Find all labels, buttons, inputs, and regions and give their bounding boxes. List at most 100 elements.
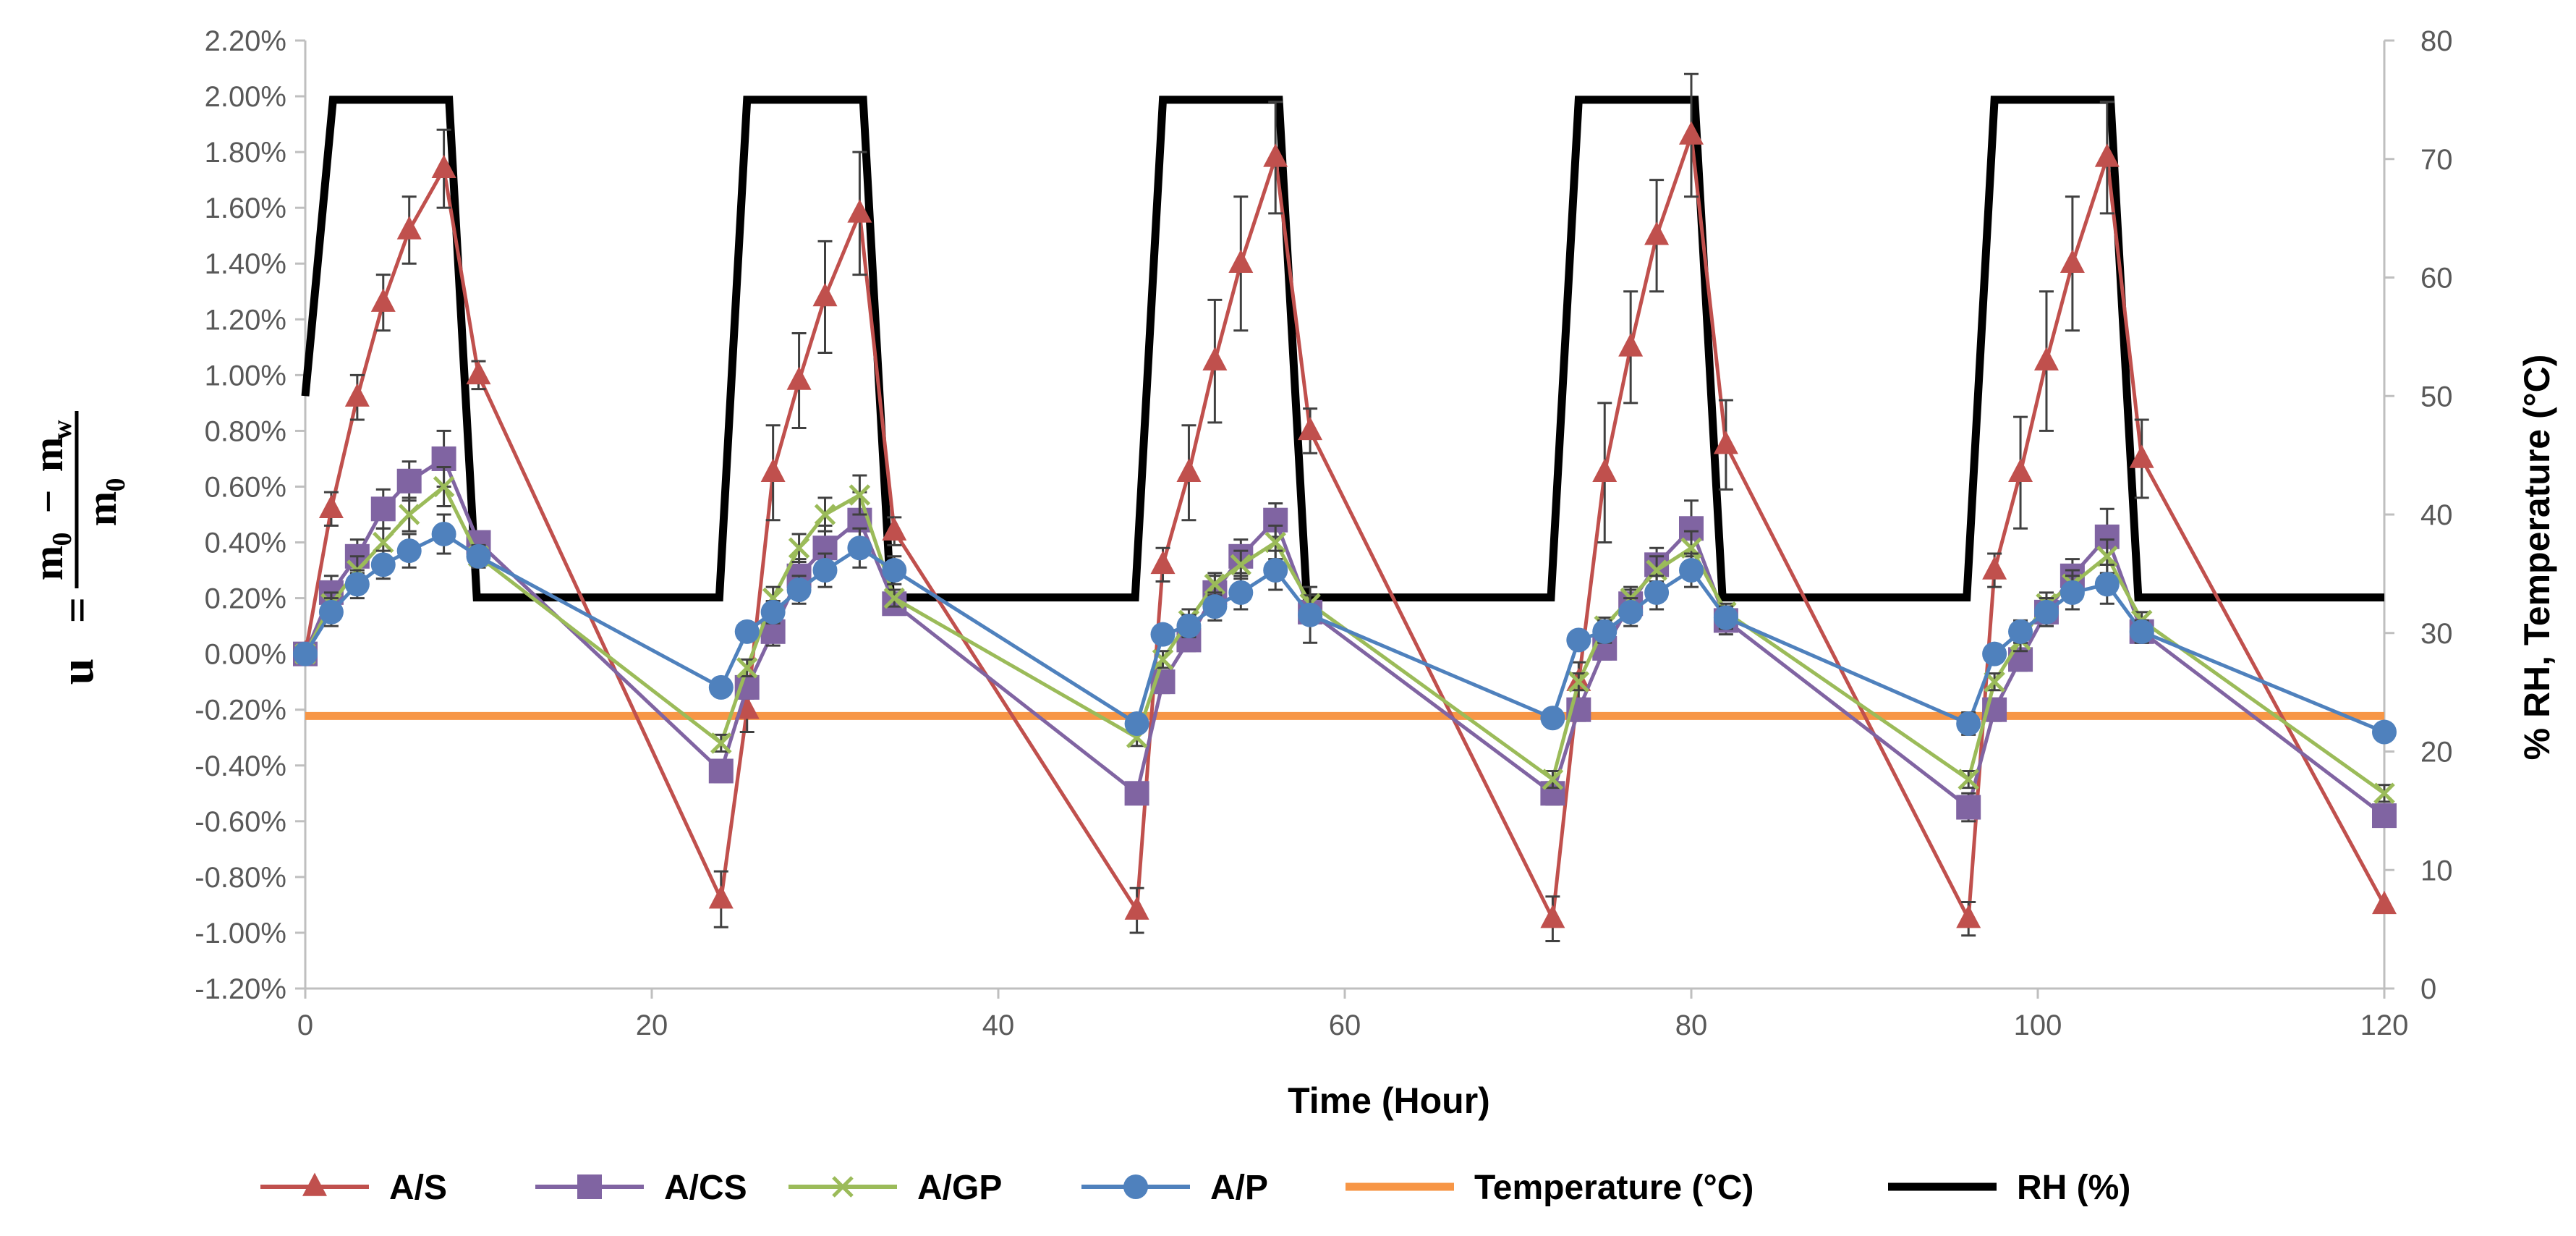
data-point (2008, 619, 2033, 644)
right-tick-label: 10 (2420, 855, 2453, 886)
left-tick-label: -1.00% (195, 918, 286, 949)
data-point (370, 496, 396, 522)
data-point (1982, 556, 2007, 580)
legend-item-a-gp: A/GP (788, 1169, 1002, 1207)
ylabel-num-a-sub: 0 (47, 533, 77, 546)
legend-item-a-cs: A/CS (535, 1169, 747, 1207)
data-point (760, 599, 786, 625)
right-tick-label: 50 (2420, 381, 2453, 412)
data-point (849, 484, 871, 506)
legend-item-a-s: A/S (260, 1169, 447, 1207)
data-point (370, 288, 396, 312)
legend-label: Temperature (°C) (1474, 1169, 1754, 1207)
series-a-s (293, 72, 2397, 942)
legend-label: A/CS (664, 1169, 747, 1207)
ylabel-den-sub: 0 (101, 478, 131, 492)
right-tick-label: 70 (2420, 144, 2453, 176)
left-tick-label: 1.40% (205, 248, 286, 280)
data-point (760, 458, 786, 482)
data-point (1540, 706, 1565, 731)
marker-stroke (2373, 782, 2395, 805)
data-point (708, 758, 734, 784)
right-tick-label: 0 (2420, 973, 2436, 1005)
legend-label: A/GP (917, 1169, 1002, 1207)
data-point (882, 517, 907, 541)
legend: A/S A/CS A/GP A/P Temperature (°C) RH (%) (260, 1169, 2130, 1207)
legend-label: A/S (389, 1169, 447, 1207)
data-point (883, 587, 906, 609)
data-point (2059, 249, 2085, 273)
data-point (1957, 769, 1979, 790)
series-group (293, 72, 2397, 942)
data-point (2033, 347, 2059, 371)
data-point (2129, 444, 2154, 468)
left-tick-label: 0.40% (205, 528, 286, 559)
marker-stroke (883, 587, 906, 609)
data-point (398, 504, 420, 525)
ylabel-num-op: − (25, 489, 72, 513)
data-point (396, 216, 422, 240)
legend-swatch-marker (1123, 1174, 1148, 1199)
series-a-gp (294, 466, 2395, 805)
marker-stroke (788, 537, 810, 559)
data-point (1956, 711, 1981, 736)
data-point (1150, 550, 1176, 575)
data-point (710, 732, 732, 754)
data-point (431, 521, 456, 546)
right-y-axis-ticks: 0 10 20 30 40 50 60 70 80 (2384, 25, 2453, 1005)
legend-swatch-marker (302, 1172, 327, 1196)
data-point (1956, 795, 1981, 820)
marker-stroke (2096, 546, 2118, 567)
left-tick-label: -0.40% (195, 750, 286, 782)
marker-stroke (1230, 554, 1252, 576)
data-point (466, 543, 491, 569)
data-point (788, 537, 810, 559)
left-tick-label: 1.60% (205, 192, 286, 224)
legend-swatch-marker (832, 1176, 854, 1198)
series-line (301, 96, 2384, 602)
data-point (2094, 143, 2120, 167)
marker-stroke (1204, 573, 1226, 596)
left-tick-label: 0.00% (205, 639, 286, 671)
legend-swatch-marker (577, 1174, 602, 1199)
data-point (812, 282, 838, 307)
right-tick-label: 30 (2420, 618, 2453, 650)
data-point (318, 599, 344, 625)
data-point (736, 657, 758, 679)
ylabel-num-b-sub: w (47, 420, 77, 440)
data-point (1982, 641, 2007, 666)
left-tick-label: -1.20% (195, 973, 286, 1005)
plot-area (304, 41, 2386, 990)
data-point (708, 674, 734, 700)
data-point (2096, 546, 2118, 567)
data-point (812, 558, 838, 583)
data-point (1202, 347, 1228, 371)
data-point (433, 475, 455, 498)
data-point (1644, 221, 1670, 245)
data-point (1176, 458, 1202, 482)
marker-stroke (433, 475, 455, 498)
x-tick-label: 40 (982, 1009, 1015, 1041)
data-point (1679, 121, 1704, 145)
data-point (734, 619, 760, 644)
data-point (370, 552, 396, 577)
data-point (1228, 249, 1254, 273)
data-point (1618, 333, 1644, 357)
left-tick-label: 1.20% (205, 304, 286, 336)
x-tick-label: 100 (2014, 1009, 2062, 1041)
ylabel-den: m (78, 491, 125, 526)
data-point (847, 199, 872, 223)
marker-stroke (1152, 648, 1174, 671)
data-point (708, 885, 734, 909)
right-y-axis-title: % RH, Temperature (°C) (2517, 355, 2557, 761)
data-point (882, 558, 907, 583)
right-tick-label: 60 (2420, 263, 2453, 295)
marker-stroke (832, 1176, 854, 1198)
x-tick-label: 80 (1675, 1009, 1708, 1041)
data-point (847, 536, 872, 561)
data-point (431, 154, 456, 178)
data-point (786, 577, 812, 603)
data-point (1124, 781, 1149, 806)
x-tick-label: 0 (297, 1009, 313, 1041)
marker-stroke (736, 657, 758, 679)
